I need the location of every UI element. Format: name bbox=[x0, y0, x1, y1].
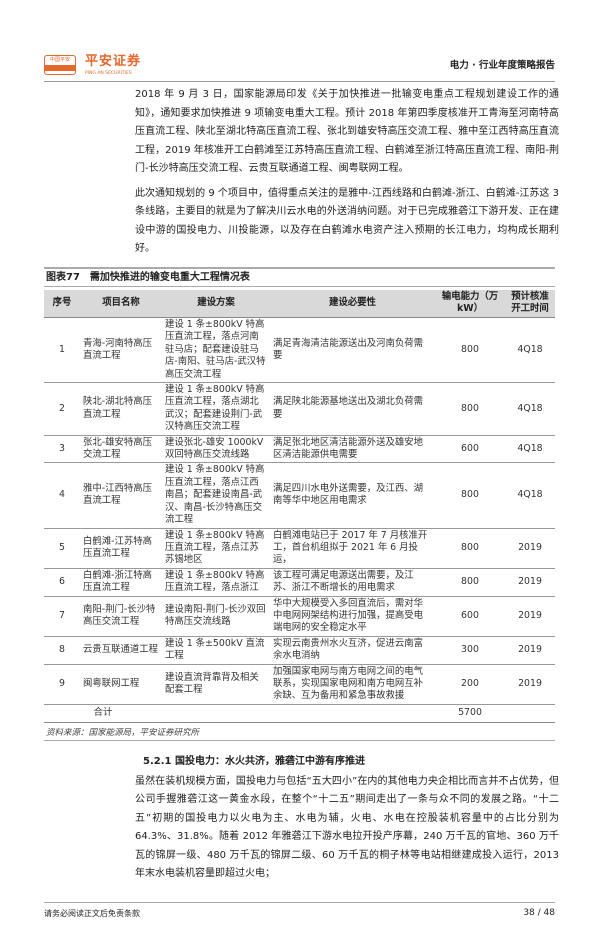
logo-small-text: 中国平安 bbox=[49, 57, 70, 63]
section-heading: 5.2.1 国投电力：水火共济，雅砻江中游有序推进 bbox=[143, 755, 365, 767]
header-divider bbox=[44, 81, 555, 82]
table-cell: 4Q18 bbox=[505, 317, 555, 384]
table-cell: 建设南阳-荆门-长沙双回特高压交流线路 bbox=[162, 596, 270, 637]
table-cell: 满足青海清洁能源送出及河南负荷需要 bbox=[270, 317, 435, 384]
table-title: 需加快推进的输变电重大工程情况表 bbox=[89, 271, 250, 283]
table-row: 7 南阳-荆门-长沙特高压交流工程 建设南阳-荆门-长沙双回特高压交流线路 华中大规模… bbox=[44, 596, 555, 637]
table-cell: 2019 bbox=[505, 636, 555, 665]
table-cell: 4 bbox=[44, 462, 80, 529]
table-cell: 建设直流背靠背及相关配套工程 bbox=[162, 664, 270, 705]
table-cell: 实现云南贵州水火互济，促进云南富余水电消纳 bbox=[270, 636, 435, 665]
table-total-row: 合计 5700 bbox=[44, 704, 555, 723]
pingan-group-logo: 中国平安 bbox=[44, 55, 76, 75]
table-source-bar: 资料来源：国家能源局，平安证券研究所 bbox=[44, 726, 555, 741]
table-header-row: 序号 项目名称 建设方案 建设必要性 输电能力（万 kW） 预计核准开工时间 bbox=[44, 289, 555, 318]
table-cell: 1 bbox=[44, 317, 80, 384]
table-cell: 建设 1 条±800kV 特高压直流工程，落点湖北武汉；配套建设荆门-武汉特高压… bbox=[162, 382, 270, 436]
column-header: 序号 bbox=[44, 289, 80, 318]
table-cell: 4Q18 bbox=[505, 462, 555, 529]
table-cell: 青海-河南特高压直流工程 bbox=[80, 317, 162, 384]
table-caption-bar: 图表77 需加快推进的输变电重大工程情况表 bbox=[44, 266, 555, 287]
table-row: 6 白鹤滩-浙江特高压直流工程 建设 1 条±800kV 特高压直流工程，落点浙江该… bbox=[44, 568, 555, 597]
total-label: 合计 bbox=[44, 704, 162, 723]
table-cell: 8 bbox=[44, 636, 80, 665]
table-cell: 600 bbox=[435, 435, 505, 464]
table-row: 4 雅中-江西特高压直流工程 建设 1 条±800kV 特高压直流工程，落点江西南昌… bbox=[44, 462, 555, 529]
body-paragraph: 此次通知规划的 9 个项目中，值得重点关注的是雅中-江西线路和白鹤滩-浙江、白鹤… bbox=[135, 187, 559, 255]
table-cell: 800 bbox=[435, 528, 505, 569]
table-cell: 5 bbox=[44, 528, 80, 569]
table-cell: 800 bbox=[435, 382, 505, 436]
table-cell: 800 bbox=[435, 317, 505, 384]
empty-cell bbox=[505, 704, 555, 723]
total-value: 5700 bbox=[435, 704, 505, 723]
report-title: 电力 · 行业年度策略报告 bbox=[449, 60, 555, 71]
table-row: 3 张北-雄安特高压交流工程 建设张北-雄安 1000kV 双回特高压交流线路 满足张… bbox=[44, 435, 555, 464]
table-row: 9 闽粤联网工程 建设直流背靠背及相关配套工程 加强国家电网与南方电网之间的电气联系，… bbox=[44, 664, 555, 705]
table-cell: 云贵互联通道工程 bbox=[80, 636, 162, 665]
table-source: 资料来源：国家能源局，平安证券研究所 bbox=[46, 727, 200, 738]
brand-logo-en: PING AN SECURITIES bbox=[85, 71, 132, 76]
table-cell: 建设 1 条±800kV 特高压直流工程，落点江苏苏锡地区 bbox=[162, 528, 270, 569]
table-cell: 建设 1 条±800kV 特高压直流工程，落点浙江 bbox=[162, 568, 270, 597]
table-cell: 闽粤联网工程 bbox=[80, 664, 162, 705]
column-header: 建设方案 bbox=[162, 289, 270, 318]
table-cell: 3 bbox=[44, 435, 80, 464]
table-cell: 4Q18 bbox=[505, 382, 555, 436]
table-cell: 2019 bbox=[505, 596, 555, 637]
column-header: 预计核准开工时间 bbox=[505, 289, 555, 318]
table-cell: 4Q18 bbox=[505, 435, 555, 464]
table-cell: 6 bbox=[44, 568, 80, 597]
table-cell: 7 bbox=[44, 596, 80, 637]
table-cell: 800 bbox=[435, 568, 505, 597]
table-cell: 白鹤滩-浙江特高压直流工程 bbox=[80, 568, 162, 597]
table-row: 1 青海-河南特高压直流工程 建设 1 条±800kV 特高压直流工程，落点河南驻马… bbox=[44, 317, 555, 384]
body-paragraph: 虽然在装机规模方面，国投电力与包括“五大四小”在内的其他电力央企相比而言并不占优… bbox=[135, 775, 559, 880]
footer-disclaimer: 请务必阅读正文后免责条款 bbox=[44, 908, 140, 918]
table-cell: 满足四川水电外送需要，及江西、湖南等华中地区用电需求 bbox=[270, 462, 435, 529]
table-cell: 建设张北-雄安 1000kV 双回特高压交流线路 bbox=[162, 435, 270, 464]
table-cell: 建设 1 条±800kV 特高压直流工程，落点江西南昌；配套建设南昌-武汉、南昌… bbox=[162, 462, 270, 529]
table-row: 2 陕北-湖北特高压直流工程 建设 1 条±800kV 特高压直流工程，落点湖北武汉… bbox=[44, 382, 555, 436]
table-cell: 9 bbox=[44, 664, 80, 705]
table-cell: 白鹤滩电站已于 2017 年 7 月核准开工，首台机组拟于 2021 年 6 月… bbox=[270, 528, 435, 569]
table-cell: 建设 1 条±500kV 直流工程 bbox=[162, 636, 270, 665]
projects-table: 序号 项目名称 建设方案 建设必要性 输电能力（万 kW） 预计核准开工时间 1 青海-河南… bbox=[44, 289, 555, 723]
table-row: 8 云贵互联通道工程 建设 1 条±500kV 直流工程 实现云南贵州水火互济，促进云… bbox=[44, 636, 555, 665]
column-header: 项目名称 bbox=[80, 289, 162, 318]
table-cell: 600 bbox=[435, 596, 505, 637]
table-cell: 该工程可满足电源送出需要，及江苏、浙江不断增长的用电需求 bbox=[270, 568, 435, 597]
brand-logo-cn: 平安证券 bbox=[85, 54, 142, 69]
page-footer: 请务必阅读正文后免责条款 38 / 48 bbox=[44, 901, 555, 939]
table-cell: 南阳-荆门-长沙特高压交流工程 bbox=[80, 596, 162, 637]
table-cell: 白鹤滩-江苏特高压直流工程 bbox=[80, 528, 162, 569]
table-cell: 华中大规模受入多回直流后，需对华中电网网架结构进行加强，提高受电端电网的安全稳定… bbox=[270, 596, 435, 637]
table-cell: 陕北-湖北特高压直流工程 bbox=[80, 382, 162, 436]
table-caption: 图表77 需加快推进的输变电重大工程情况表 bbox=[46, 271, 553, 284]
table-row: 5 白鹤滩-江苏特高压直流工程 建设 1 条±800kV 特高压直流工程，落点江苏苏… bbox=[44, 528, 555, 569]
table-cell: 800 bbox=[435, 462, 505, 529]
table-cell: 2 bbox=[44, 382, 80, 436]
table-cell: 满足陕北能源基地送出及湖北负荷需要 bbox=[270, 382, 435, 436]
table-cell: 2019 bbox=[505, 528, 555, 569]
table-cell: 张北-雄安特高压交流工程 bbox=[80, 435, 162, 464]
table-label: 图表77 bbox=[46, 271, 80, 283]
table-cell: 200 bbox=[435, 664, 505, 705]
body-paragraph: 2018 年 9 月 3 日，国家能源局印发《关于加快推进一批输变电重点工程规划… bbox=[135, 89, 559, 174]
table-cell: 建设 1 条±800kV 特高压直流工程，落点河南驻马店；配套建设驻马店-南阳、… bbox=[162, 317, 270, 384]
column-header: 输电能力（万 kW） bbox=[435, 289, 505, 318]
table-cell: 2019 bbox=[505, 664, 555, 705]
table-cell: 2019 bbox=[505, 568, 555, 597]
logo-bar bbox=[45, 65, 75, 71]
page-number: 38 / 48 bbox=[523, 907, 555, 918]
table-cell: 满足张北地区清洁能源外送及雄安地区清洁能源供电需要 bbox=[270, 435, 435, 464]
table-cell: 雅中-江西特高压直流工程 bbox=[80, 462, 162, 529]
empty-cell bbox=[162, 704, 435, 723]
table-cell: 300 bbox=[435, 636, 505, 665]
table-cell: 加强国家电网与南方电网之间的电气联系，实现国家电网和南方电网互补余缺、互为备用和… bbox=[270, 664, 435, 705]
column-header: 建设必要性 bbox=[270, 289, 435, 318]
